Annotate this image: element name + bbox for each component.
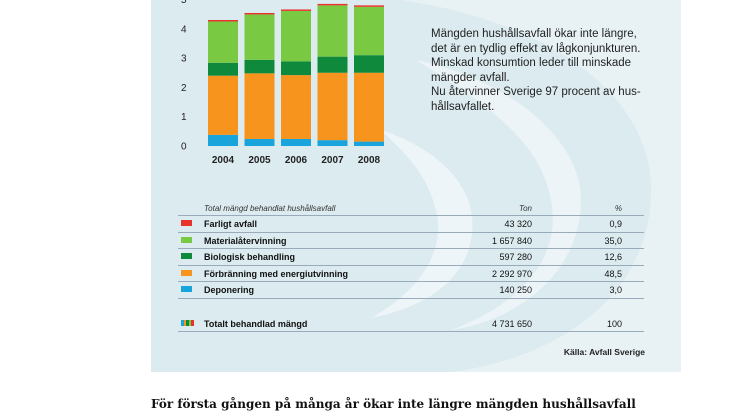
table-row-farligt: Farligt avfall 43 320 0,9 — [178, 216, 644, 233]
bar-segment-farligt — [354, 5, 384, 7]
legend-swatch-farligt — [181, 220, 192, 226]
note-line: mängder avfall. — [431, 71, 510, 84]
bar-segment-deponering — [281, 138, 311, 146]
note-line: det är en tydlig effekt av lågkonjunktur… — [431, 42, 641, 55]
row-ton: 597 280 — [499, 252, 532, 262]
row-ton: 140 250 — [499, 285, 532, 295]
legend-swatch-deponering — [181, 286, 192, 292]
commentary-text: Mängden hushållsavfall ökar inte längre,… — [431, 27, 666, 114]
source-credit: Källa: Avfall Sverige — [563, 347, 645, 357]
note-line: Minskad konsumtion leder till minskade — [431, 57, 632, 69]
bar-segment-deponering — [354, 141, 384, 146]
row-ton: 2 292 970 — [491, 268, 532, 279]
bar-segment-biologisk — [244, 59, 275, 74]
note-line: hållsavfallet. — [431, 100, 495, 113]
table-header-name: Total mängd behandlat hushållsavfall — [204, 204, 336, 213]
article-caption: För första gången på många år ökar inte … — [151, 397, 636, 411]
x-tick-label: 2006 — [285, 155, 308, 166]
y-tick-label: 2 — [181, 83, 187, 94]
table-row-total: Totalt behandlad mängd 4 731 650 100 — [178, 316, 644, 332]
row-pct: 12,6 — [604, 252, 622, 262]
bar-segment-biologisk — [354, 55, 384, 73]
row-pct: 48,5 — [604, 268, 622, 279]
row-pct: 0,9 — [609, 219, 622, 229]
bar-segment-materialåtervinning — [317, 5, 348, 57]
legend-swatch-material — [181, 236, 192, 243]
bar-segment-förbränning — [281, 75, 311, 139]
bar-segment-biologisk — [317, 56, 348, 73]
row-ton: 4 731 650 — [491, 318, 532, 329]
bar-segment-farligt — [244, 12, 275, 15]
row-name: Materialåtervinning — [204, 235, 287, 246]
bar-segment-materialåtervinning — [281, 10, 311, 62]
legend-swatch-total — [181, 319, 194, 326]
y-tick-label: 3 — [181, 54, 187, 65]
bar-segment-deponering — [244, 138, 275, 146]
row-name: Deponering — [204, 285, 255, 295]
x-tick-label: 2008 — [358, 155, 381, 166]
row-name: Totalt behandlad mängd — [204, 318, 308, 329]
bar-segment-farligt — [317, 3, 348, 6]
table-row-deponering: Deponering 140 250 3,0 — [178, 282, 644, 299]
x-tick-label: 2007 — [321, 155, 344, 166]
bar-segment-materialåtervinning — [244, 14, 275, 60]
y-tick-label: 5 — [181, 0, 187, 6]
infographic-panel: 0 1 2 3 4 5 2004 2005 2006 2007 2008 Mängden hush… — [151, 0, 681, 372]
bar-segment-förbränning — [208, 75, 238, 135]
row-name: Farligt avfall — [204, 219, 258, 229]
row-ton: 1 657 840 — [491, 235, 532, 246]
row-name: Biologisk behandling — [204, 252, 296, 262]
table-row-biologisk: Biologisk behandling 597 280 12,6 — [178, 249, 644, 266]
bar-segment-deponering — [208, 134, 238, 146]
table-header-ton: Ton — [518, 204, 532, 213]
legend-swatch-forbranning — [181, 269, 192, 276]
note-line: Nu återvinner Sverige 97 procent av hus- — [431, 86, 641, 98]
table-header-pct: % — [614, 204, 622, 213]
bar-segment-biologisk — [281, 61, 311, 76]
table-header-row: Total mängd behandlat hushållsavfall Ton… — [178, 204, 644, 216]
bar-segment-farligt — [281, 9, 311, 11]
bar-segment-förbränning — [317, 72, 348, 141]
y-tick-label: 4 — [181, 24, 187, 35]
row-pct: 3,0 — [609, 285, 622, 295]
legend-swatch-biologisk — [181, 253, 192, 259]
x-tick-label: 2005 — [248, 155, 271, 166]
bar-segment-materialåtervinning — [354, 6, 384, 56]
row-pct: 35,0 — [604, 235, 622, 246]
table-row-forbranning: Förbränning med energiutvinning 2 292 97… — [178, 266, 644, 282]
x-tick-label: 2004 — [212, 155, 235, 166]
y-tick-label: 0 — [181, 142, 187, 153]
row-name: Förbränning med energiutvinning — [204, 268, 348, 279]
bar-segment-förbränning — [244, 73, 275, 139]
table-row-material: Materialåtervinning 1 657 840 35,0 — [178, 233, 644, 249]
waste-table: Total mängd behandlat hushållsavfall Ton… — [178, 204, 644, 332]
bar-segment-materialåtervinning — [208, 21, 238, 63]
bar-segment-farligt — [208, 20, 238, 22]
background-swirl-graphic — [371, 0, 681, 372]
stacked-bar-chart: 0 1 2 3 4 5 2004 2005 2006 2007 2008 — [181, 0, 384, 166]
bar-segment-biologisk — [208, 62, 238, 76]
bar-segment-deponering — [317, 140, 348, 146]
bar-segment-förbränning — [354, 72, 384, 142]
row-ton: 43 320 — [504, 219, 532, 229]
note-line: Mängden hushållsavfall ökar inte längre, — [431, 28, 637, 40]
y-tick-label: 1 — [181, 112, 187, 123]
row-pct: 100 — [606, 318, 622, 329]
